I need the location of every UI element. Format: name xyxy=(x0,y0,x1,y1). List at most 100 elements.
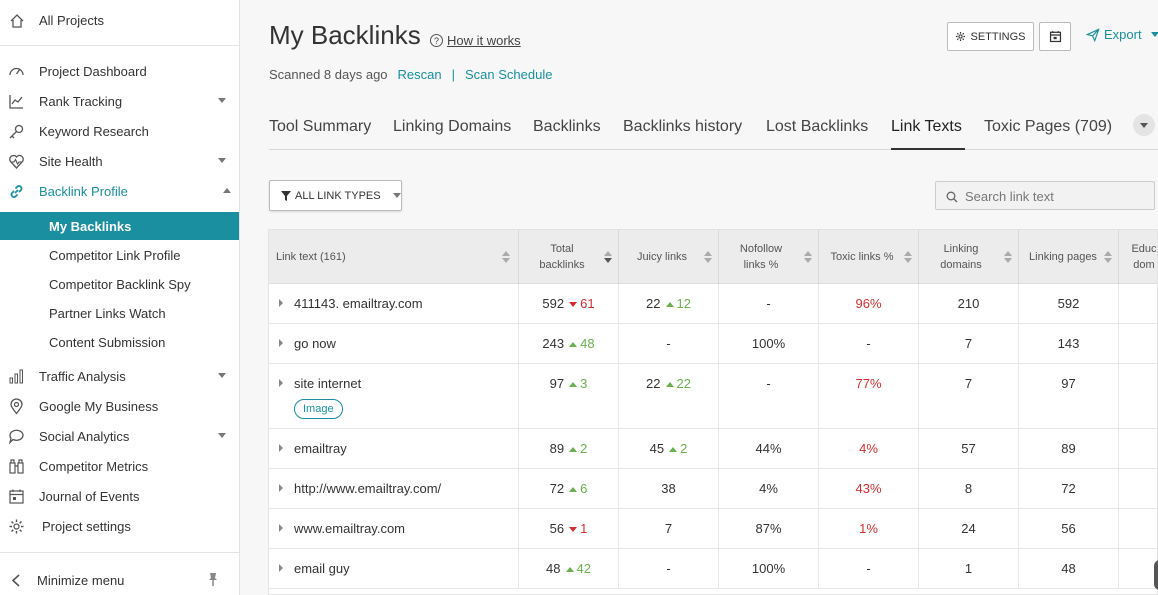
scrollbar-thumb[interactable] xyxy=(1154,560,1158,590)
scan-schedule-link[interactable]: Scan Schedule xyxy=(465,67,553,82)
sidebar-sub-label: My Backlinks xyxy=(49,219,132,234)
settings-button[interactable]: SETTINGS xyxy=(947,22,1034,51)
sidebar-item-site-health[interactable]: Site Health xyxy=(0,148,239,174)
toxic-value: 43% xyxy=(855,481,882,496)
tab-backlinks[interactable]: Backlinks xyxy=(533,118,601,135)
cell-total-backlinks: 243 48 xyxy=(519,324,619,363)
sidebar-item-journal-of-events[interactable]: Journal of Events xyxy=(0,483,239,509)
sidebar-item-google-my-business[interactable]: Google My Business xyxy=(0,393,239,419)
sidebar-sub-content-submission[interactable]: Content Submission xyxy=(0,328,239,356)
expand-row-icon[interactable] xyxy=(279,524,283,532)
link-text-value: 411143. emailtray.com xyxy=(294,296,423,311)
more-tabs-button[interactable] xyxy=(1133,114,1155,136)
column-header-nofollow[interactable]: Nofollow links % xyxy=(719,230,819,284)
tab-link-texts[interactable]: Link Texts xyxy=(891,118,962,135)
link-text-value: site internet xyxy=(294,376,362,391)
linking-domains-value: 57 xyxy=(961,441,976,456)
table-row[interactable]: www.emailtray.com 56 1 7 87% 1% 24 56 xyxy=(269,509,1157,549)
expand-row-icon[interactable] xyxy=(279,484,283,492)
expand-row-icon[interactable] xyxy=(279,299,283,307)
pin-icon[interactable] xyxy=(205,571,221,590)
sidebar-item-label: Social Analytics xyxy=(39,429,130,444)
nofollow-value: 100% xyxy=(751,336,786,351)
sidebar-item-backlink-profile[interactable]: Backlink Profile xyxy=(0,178,239,204)
column-header-edu-domains[interactable]: Educ dom xyxy=(1119,230,1157,284)
sidebar-sub-competitor-link-profile[interactable]: Competitor Link Profile xyxy=(0,241,239,269)
schedule-calendar-button[interactable] xyxy=(1039,22,1071,51)
column-header-total-backlinks[interactable]: Total backlinks xyxy=(519,230,619,284)
all-projects-link[interactable]: All Projects xyxy=(0,7,239,33)
expand-row-icon[interactable] xyxy=(279,444,283,452)
table-row[interactable]: site internet Image 97 3 22 22 - 77% 7 97 xyxy=(269,364,1157,429)
cell-nofollow: 44% xyxy=(719,429,819,468)
increase-arrow-icon xyxy=(665,381,674,387)
search-input[interactable] xyxy=(965,187,1145,205)
sidebar-item-project-settings[interactable]: Project settings xyxy=(0,513,239,539)
link-type-filter[interactable]: ALL LINK TYPES xyxy=(269,180,402,211)
increase-arrow-icon xyxy=(569,446,578,452)
linking-pages-value: 592 xyxy=(1057,296,1080,311)
page-title: My Backlinks xyxy=(269,20,421,50)
sidebar-item-rank-tracking[interactable]: Rank Tracking xyxy=(0,88,239,114)
table-row[interactable]: http://www.emailtray.com/72 6 38 4% 43% 8 72 xyxy=(269,469,1157,509)
rank-chart-icon xyxy=(8,93,25,110)
sidebar-sub-competitor-backlink-spy[interactable]: Competitor Backlink Spy xyxy=(0,270,239,298)
tab-lost-backlinks[interactable]: Lost Backlinks xyxy=(766,118,869,135)
cell-toxic: 43% xyxy=(819,469,919,508)
settings-label: SETTINGS xyxy=(970,30,1026,43)
rescan-link[interactable]: Rescan xyxy=(397,67,442,82)
cell-link-text: emailtray xyxy=(269,429,519,468)
cell-total-backlinks: 89 2 xyxy=(519,429,619,468)
minimize-menu-button[interactable]: Minimize menu xyxy=(0,567,239,593)
cell-linking-domains: 24 xyxy=(919,509,1019,548)
sidebar-sub-partner-links-watch[interactable]: Partner Links Watch xyxy=(0,299,239,327)
chevron-down-icon xyxy=(218,433,226,438)
scan-status: Scanned 8 days ago Rescan | Scan Schedul… xyxy=(269,67,552,82)
home-icon xyxy=(8,12,25,29)
juicy-links-delta: 12 xyxy=(676,296,691,311)
sidebar-sub-my-backlinks[interactable]: My Backlinks xyxy=(0,212,239,240)
cell-linking-pages: 72 xyxy=(1019,469,1119,508)
expand-row-icon[interactable] xyxy=(279,339,283,347)
chevron-left-icon xyxy=(8,572,25,589)
cell-edu-domains xyxy=(1119,469,1157,508)
sidebar-item-social-analytics[interactable]: Social Analytics xyxy=(0,423,239,449)
table-row[interactable]: email guy 48 42 - 100% - 1 48 xyxy=(269,549,1157,589)
tab-tool-summary[interactable]: Tool Summary xyxy=(269,118,372,135)
sidebar-item-competitor-metrics[interactable]: Competitor Metrics xyxy=(0,453,239,479)
table-row[interactable]: 411143. emailtray.com 592 61 22 12 - 96% 210 592 xyxy=(269,284,1157,324)
column-header-toxic-links[interactable]: Toxic links % xyxy=(819,230,919,284)
sidebar-sub-label: Partner Links Watch xyxy=(49,306,166,321)
sidebar-item-label: Journal of Events xyxy=(39,489,140,504)
tab-toxic-pages[interactable]: Toxic Pages (709) xyxy=(984,118,1113,135)
sidebar-item-label: Site Health xyxy=(39,154,103,169)
linking-pages-value: 48 xyxy=(1061,561,1076,576)
tab-linking-domains[interactable]: Linking Domains xyxy=(393,118,512,135)
cell-link-text: go now xyxy=(269,324,519,363)
sort-desc-icon xyxy=(604,251,612,264)
export-button[interactable]: Export xyxy=(1086,27,1158,42)
sidebar-item-traffic-analysis[interactable]: Traffic Analysis xyxy=(0,363,239,389)
cell-linking-domains: 1 xyxy=(919,549,1019,588)
how-it-works-link[interactable]: ? How it works xyxy=(430,33,521,48)
table-row[interactable]: emailtray 89 2 45 2 44% 4% 57 89 xyxy=(269,429,1157,469)
expand-row-icon[interactable] xyxy=(279,564,283,572)
total-backlinks-delta: 3 xyxy=(580,376,588,391)
linking-pages-value: 143 xyxy=(1057,336,1080,351)
tab-backlinks-history[interactable]: Backlinks history xyxy=(623,118,743,135)
total-backlinks-value: 72 xyxy=(549,481,565,496)
binoculars-icon xyxy=(8,458,25,475)
column-header-link-text[interactable]: Link text (161) xyxy=(269,230,519,284)
expand-row-icon[interactable] xyxy=(279,379,283,387)
total-backlinks-delta: 1 xyxy=(580,521,588,536)
cell-linking-pages: 48 xyxy=(1019,549,1119,588)
column-header-linking-domains[interactable]: Linking domains xyxy=(919,230,1019,284)
sidebar-item-label: Project Dashboard xyxy=(39,64,147,79)
sidebar-item-project-dashboard[interactable]: Project Dashboard xyxy=(0,58,239,84)
column-header-juicy-links[interactable]: Juicy links xyxy=(619,230,719,284)
cell-linking-pages: 143 xyxy=(1019,324,1119,363)
sidebar-item-keyword-research[interactable]: Keyword Research xyxy=(0,118,239,144)
table-row[interactable]: go now 243 48 - 100% - 7 143 xyxy=(269,324,1157,364)
column-header-linking-pages[interactable]: Linking pages xyxy=(1019,230,1119,284)
link-text-value: http://www.emailtray.com/ xyxy=(294,481,442,496)
